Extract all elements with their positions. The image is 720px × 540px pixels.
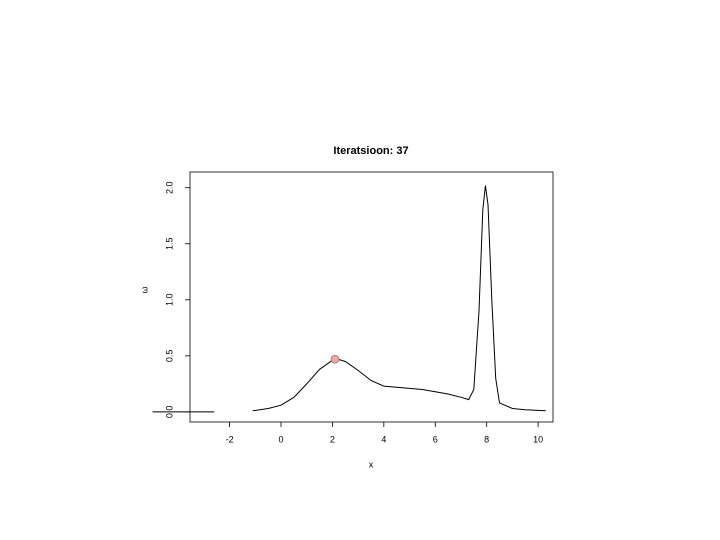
y-tick-label: 0.5 [164,350,174,363]
y-tick-label: 1.0 [164,294,174,307]
x-tick-label: -2 [226,434,234,444]
x-tick-label: 6 [433,434,438,444]
curve [152,185,546,413]
current-point [330,354,340,364]
x-tick-label: 4 [381,434,386,444]
chart-title: Iteratsioon: 37 [333,145,408,157]
x-tick-label: 2 [330,434,335,444]
y-tick-label: 1.5 [164,237,174,250]
y-tick-label: 2.0 [164,181,174,194]
y-axis-label: ω [139,286,149,293]
x-tick-label: 0 [278,434,283,444]
x-tick-label: 10 [533,434,543,444]
plot-box [189,171,554,423]
x-axis-label: x [369,459,374,469]
x-tick-label: 8 [484,434,489,444]
